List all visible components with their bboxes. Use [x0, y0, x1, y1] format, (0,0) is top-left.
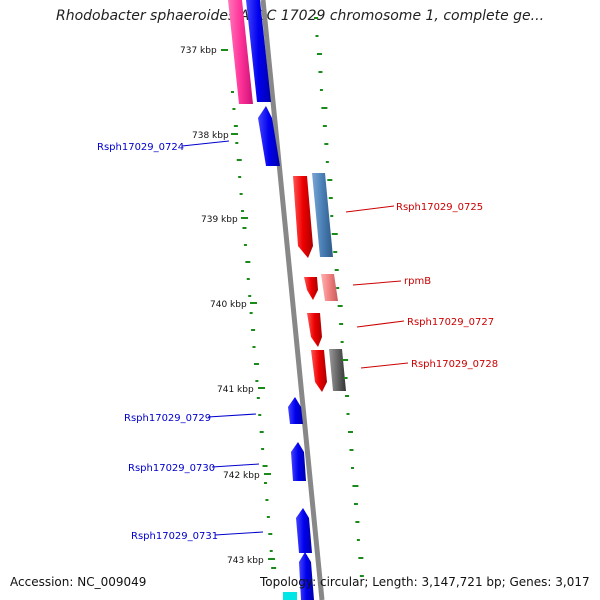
- pseudo-feature-gray: [329, 349, 346, 391]
- gene-label-rsph17029-0728[interactable]: Rsph17029_0728: [411, 359, 498, 370]
- backbone-line: [260, 0, 325, 600]
- rrna-feature-salmon: [321, 274, 338, 301]
- gene-label-rsph17029-0731[interactable]: Rsph17029_0731: [131, 531, 218, 542]
- feature-blue-top: [246, 0, 271, 102]
- leader-line-0729: [207, 413, 257, 418]
- leader-line-0725: [345, 205, 395, 213]
- map-title: Rhodobacter sphaeroides ATCC 17029 chrom…: [55, 8, 545, 24]
- gene-rsph17029-0727-arrow[interactable]: [307, 313, 322, 347]
- leader-line-0728: [360, 362, 409, 369]
- leader-line-0724: [181, 140, 230, 147]
- feature-cyan-bottom: [283, 592, 297, 600]
- gene-rsph17029-0725-arrow[interactable]: [293, 176, 313, 258]
- gene-label-rpmb[interactable]: rpmB: [404, 276, 431, 287]
- gc-content-track: [231, 17, 364, 577]
- leader-line-0727: [356, 320, 405, 328]
- tick-label-737: 737 kbp: [180, 46, 217, 56]
- scale-ticks: 737 kbp 738 kbp 739 kbp 740 kbp 741 kbp …: [180, 46, 275, 566]
- genome-summary-text: Topology: circular; Length: 3,147,721 bp…: [260, 575, 590, 589]
- gene-label-rsph17029-0725[interactable]: Rsph17029_0725: [396, 202, 483, 213]
- gene-rpmb-arrow[interactable]: [304, 277, 318, 300]
- gene-label-rsph17029-0729[interactable]: Rsph17029_0729: [124, 413, 211, 424]
- gene-rsph17029-0724-arrow[interactable]: [258, 106, 280, 166]
- tick-label-741: 741 kbp: [217, 385, 254, 395]
- tick-label-739: 739 kbp: [201, 215, 238, 225]
- rna-feature-steel: [312, 173, 333, 257]
- gene-label-rsph17029-0724[interactable]: Rsph17029_0724: [97, 142, 184, 153]
- gene-rsph17029-0729-arrow[interactable]: [288, 397, 303, 424]
- gene-label-rsph17029-0727[interactable]: Rsph17029_0727: [407, 317, 494, 328]
- leader-line-rpmb: [352, 280, 402, 286]
- feature-pink-top: [228, 0, 253, 104]
- gene-rsph17029-0730-arrow[interactable]: [291, 442, 306, 481]
- tick-label-743: 743 kbp: [227, 556, 264, 566]
- gene-rsph17029-0731-arrow[interactable]: [296, 508, 312, 553]
- leader-line-0731: [214, 531, 264, 536]
- leader-line-0730: [211, 463, 260, 468]
- feature-blue-bottom: [299, 552, 314, 600]
- accession-text: Accession: NC_009049: [10, 575, 147, 589]
- tick-label-738: 738 kbp: [192, 131, 229, 141]
- tick-label-742: 742 kbp: [223, 471, 260, 481]
- gene-rsph17029-0728-arrow[interactable]: [311, 350, 327, 392]
- gene-label-rsph17029-0730[interactable]: Rsph17029_0730: [128, 463, 215, 474]
- tick-label-740: 740 kbp: [210, 300, 247, 310]
